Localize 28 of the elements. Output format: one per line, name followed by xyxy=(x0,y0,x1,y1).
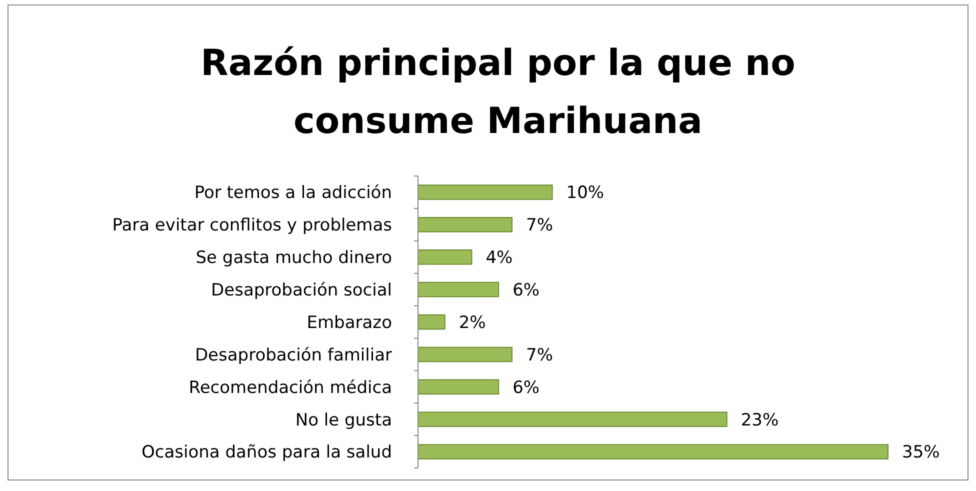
chart-title: Razón principal por la que no consume Marihuana xyxy=(200,43,796,142)
y-tick-label: No le gusta xyxy=(295,410,392,430)
bar xyxy=(418,346,512,362)
data-label: 7% xyxy=(526,216,553,236)
data-label: 35% xyxy=(902,442,940,463)
data-label: 4% xyxy=(486,248,513,268)
y-tick-label: Para evitar conflitos y problemas xyxy=(112,216,392,236)
bar xyxy=(418,217,512,232)
bar xyxy=(418,412,728,427)
y-tick-label: Desaprobación social xyxy=(211,280,392,301)
bar xyxy=(418,249,472,265)
data-label: 23% xyxy=(740,410,779,430)
bar xyxy=(418,379,500,395)
data-label: 6% xyxy=(512,378,540,398)
bar xyxy=(418,444,888,460)
y-tick-label: Se gasta mucho dinero xyxy=(196,248,392,268)
bar xyxy=(418,314,446,330)
y-tick-label: Por temos a la adicción xyxy=(194,183,392,204)
bar xyxy=(418,184,553,200)
data-label: 6% xyxy=(512,280,540,301)
y-tick-label: Embarazo xyxy=(306,312,392,333)
bar xyxy=(418,282,500,298)
data-label: 2% xyxy=(458,312,486,333)
data-label: 10% xyxy=(566,183,604,204)
data-label: 7% xyxy=(526,345,553,366)
y-tick-label: Ocasiona daños para la salud xyxy=(142,442,392,463)
y-tick-label: Recomendación médica xyxy=(188,378,392,398)
y-tick-label: Desaprobación familiar xyxy=(194,345,392,366)
